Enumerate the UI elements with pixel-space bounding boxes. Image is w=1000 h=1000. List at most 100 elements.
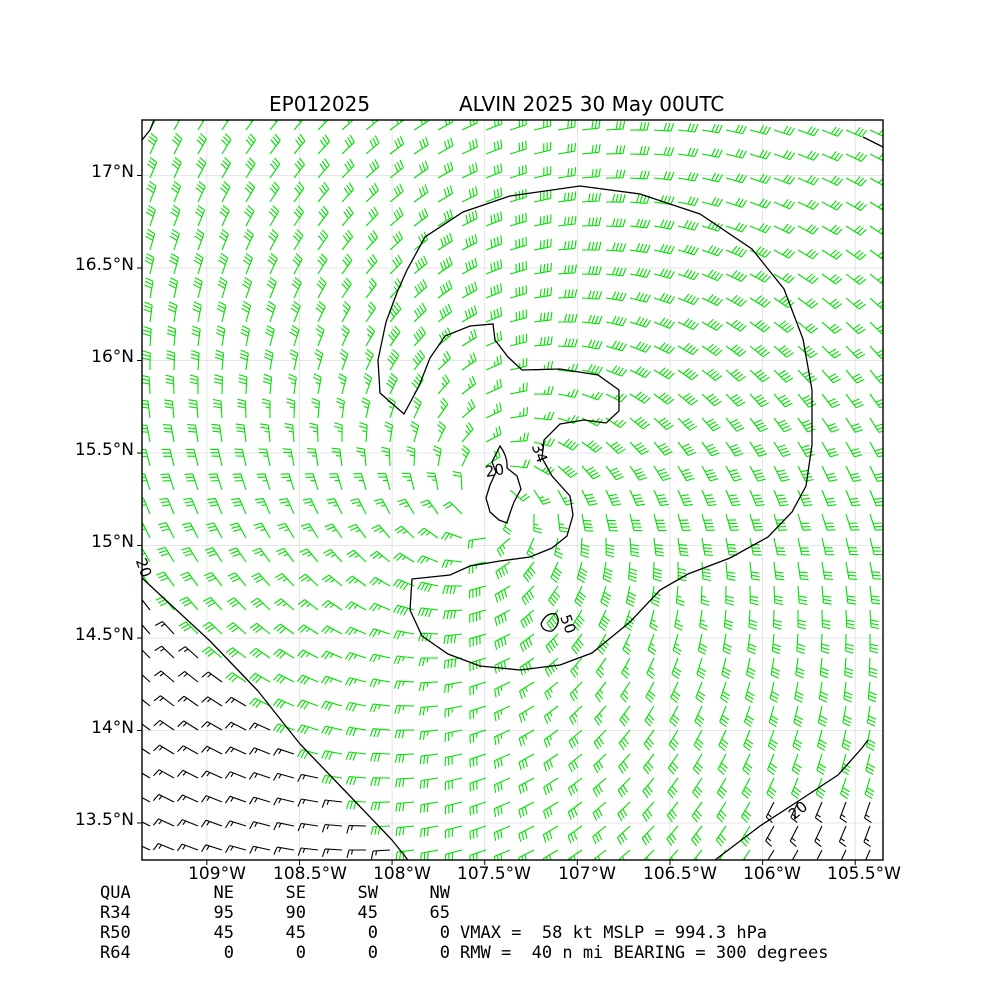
- wind-barb: [387, 349, 400, 371]
- wind-barb: [797, 273, 819, 284]
- wind-barb: [234, 448, 247, 467]
- wind-barb: [629, 267, 651, 278]
- wind-barb: [373, 498, 391, 515]
- wind-barb: [191, 325, 201, 347]
- wind-barb: [321, 625, 343, 635]
- wind-barb: [845, 561, 858, 580]
- wind-barb: [816, 729, 827, 751]
- wind-barb: [653, 441, 673, 456]
- wind-barb: [254, 497, 271, 515]
- wind-barbs: [142, 120, 883, 860]
- contour-50kt: [540, 613, 559, 632]
- wind-barb: [321, 600, 343, 611]
- wind-barb: [297, 649, 319, 659]
- wind-barb: [701, 269, 724, 282]
- wind-barb: [677, 465, 695, 482]
- wind-barb: [394, 753, 415, 763]
- storm-id-title: EP012025: [269, 92, 371, 116]
- wind-barb: [345, 751, 367, 761]
- wind-barb: [231, 497, 247, 515]
- wind-barb: [509, 407, 529, 419]
- wind-barb: [369, 728, 391, 738]
- wind-barb: [620, 681, 631, 703]
- wind-barb: [420, 801, 439, 814]
- contour-label-inner-20: 20: [484, 460, 506, 481]
- radii-value: 0: [439, 943, 450, 963]
- wind-barb: [569, 705, 583, 726]
- wind-barb: [196, 157, 207, 179]
- wind-barb: [617, 801, 631, 822]
- wind-barb: [180, 571, 199, 587]
- wind-barb: [845, 609, 855, 630]
- wind-barb: [341, 277, 352, 299]
- wind-barb: [652, 561, 662, 582]
- wind-barb: [272, 698, 295, 709]
- wind-barb: [821, 151, 844, 162]
- wind-barb: [629, 121, 650, 131]
- wind-barb: [520, 609, 535, 629]
- wind-barb: [533, 411, 555, 421]
- wind-barb: [653, 317, 676, 329]
- wind-barb: [314, 349, 324, 371]
- wind-barb: [669, 705, 680, 727]
- wind-barb: [443, 633, 463, 645]
- wind-barb: [493, 801, 511, 817]
- wind-barb: [533, 190, 552, 203]
- wind-barb: [207, 497, 223, 515]
- wind-barb: [797, 561, 809, 581]
- wind-barb: [442, 501, 463, 515]
- wind-barb: [369, 628, 391, 638]
- wind-barb: [821, 175, 844, 186]
- wind-barb: [518, 801, 535, 819]
- wind-barb: [845, 585, 857, 605]
- wind-barb: [345, 701, 367, 712]
- wind-barb: [242, 252, 254, 275]
- wind-barb: [178, 646, 199, 659]
- wind-barb: [581, 290, 603, 300]
- wind-barb: [346, 849, 366, 859]
- wind-barb: [350, 498, 367, 515]
- wind-barb: [160, 473, 175, 491]
- wind-barb: [413, 326, 426, 347]
- wind-barb: [201, 721, 223, 731]
- wind-radii-table: QUA NE SE SW NW R34 95 90 45 65 R50 45 4…: [100, 883, 450, 963]
- wind-barb: [293, 205, 304, 227]
- wind-barb: [693, 729, 704, 751]
- wind-barb: [518, 705, 535, 723]
- wind-barb: [533, 311, 553, 323]
- wind-barb: [485, 163, 503, 179]
- wind-barb: [386, 372, 398, 395]
- wind-barb: [493, 705, 511, 722]
- wind-barb: [469, 849, 487, 860]
- wind-barb: [419, 705, 439, 716]
- wind-barb: [773, 513, 788, 531]
- wind-barb: [284, 423, 295, 443]
- wind-barb: [389, 120, 405, 131]
- wind-barb: [845, 176, 867, 187]
- wind-barb: [389, 159, 404, 179]
- wind-barb: [533, 438, 555, 447]
- wind-barb: [677, 513, 691, 531]
- wind-barb: [219, 204, 230, 227]
- wind-barb: [321, 725, 343, 736]
- wind-barb: [261, 398, 271, 418]
- wind-barb: [293, 157, 305, 179]
- wind-barb: [567, 825, 583, 844]
- wind-barb: [437, 185, 454, 203]
- wind-barb: [152, 818, 175, 827]
- wind-barb: [557, 240, 577, 251]
- wind-barb: [256, 473, 271, 491]
- wind-barb: [443, 609, 463, 620]
- wind-barb: [557, 120, 576, 131]
- wind-barb: [666, 801, 679, 823]
- wind-barb: [317, 205, 329, 227]
- wind-barb: [677, 123, 699, 133]
- radii-row-label: R50: [100, 923, 131, 943]
- quadrant-header: SW: [357, 883, 378, 903]
- wind-barb: [533, 141, 552, 155]
- wind-barb: [304, 473, 319, 491]
- wind-barb: [209, 448, 223, 467]
- wind-barb: [269, 157, 281, 179]
- wind-barb: [749, 223, 772, 234]
- wind-barb: [165, 374, 175, 395]
